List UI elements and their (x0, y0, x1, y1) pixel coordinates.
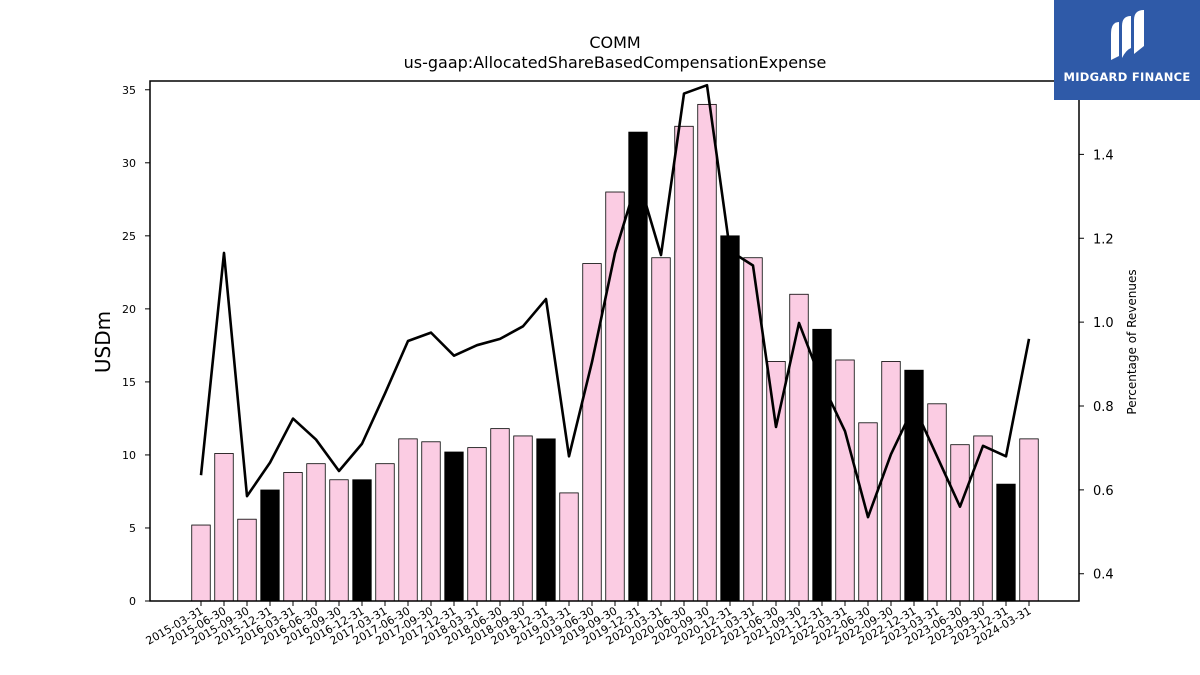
bar-2021-12-31 (812, 328, 832, 602)
chart-subtitle: us-gaap:AllocatedShareBasedCompensationE… (404, 53, 827, 72)
bar-2018-06-30 (490, 428, 510, 602)
y2-tick-label: 1.0 (1093, 316, 1114, 331)
y2-tick-label: 0.6 (1093, 484, 1114, 499)
bar-2022-09-30 (881, 361, 901, 602)
axes-group: 051015202530350.40.60.81.01.21.42015-03-… (122, 84, 1114, 648)
y-tick-label: 35 (122, 84, 136, 97)
y2-axis-label: Percentage of Revenues (1125, 269, 1139, 414)
bar-2020-12-31 (720, 235, 740, 602)
bar-2023-06-30 (950, 444, 970, 602)
bar-2018-09-30 (513, 435, 533, 602)
bar-2024-03-31 (1019, 438, 1039, 602)
y-tick-label: 20 (122, 303, 136, 316)
logo-text: MIDGARD FINANCE (1063, 70, 1191, 84)
bar-2017-03-31 (375, 463, 395, 602)
bar-2018-03-31 (467, 447, 487, 602)
y-tick-label: 5 (129, 522, 136, 535)
bar-2016-06-30 (306, 463, 326, 602)
bar-2016-12-31 (352, 479, 372, 602)
bars-group (191, 103, 1039, 602)
logo: MIDGARD FINANCE (1054, 0, 1200, 100)
y2-tick-label: 0.4 (1093, 568, 1114, 583)
line-group (199, 83, 1031, 519)
bar-2019-03-31 (559, 492, 579, 602)
bar-2018-12-31 (536, 438, 556, 602)
logo-mark-icon (1111, 10, 1144, 60)
y-tick-label: 25 (122, 230, 136, 243)
bar-2016-09-30 (329, 479, 349, 602)
y-tick-label: 30 (122, 157, 136, 170)
bar-2017-06-30 (398, 438, 418, 602)
bar-2015-06-30 (214, 453, 234, 602)
bar-2016-03-31 (283, 472, 303, 602)
bar-2023-03-31 (927, 403, 947, 602)
bar-2020-09-30 (697, 103, 717, 602)
y-axis-label: USDm (91, 311, 115, 373)
bar-2023-12-31 (996, 483, 1016, 602)
bar-2022-03-31 (835, 359, 855, 602)
bar-2020-06-30 (674, 125, 694, 602)
bar-2017-09-30 (421, 441, 441, 602)
y2-tick-label: 0.8 (1093, 400, 1114, 415)
bar-2022-06-30 (858, 422, 878, 602)
chart-title: COMM (589, 33, 640, 52)
bar-2015-03-31 (191, 524, 211, 602)
bar-2019-06-30 (582, 263, 602, 602)
line-percentage-of-revenues (199, 83, 1031, 519)
y2-tick-label: 1.4 (1093, 148, 1114, 163)
bar-2017-12-31 (444, 451, 464, 602)
y-tick-label: 0 (129, 595, 136, 608)
bar-2015-12-31 (260, 489, 280, 602)
y-tick-label: 10 (122, 449, 136, 462)
bar-2020-03-31 (651, 257, 671, 602)
y-tick-label: 15 (122, 376, 136, 389)
y2-tick-label: 1.2 (1093, 232, 1114, 247)
bar-2015-09-30 (237, 518, 257, 602)
